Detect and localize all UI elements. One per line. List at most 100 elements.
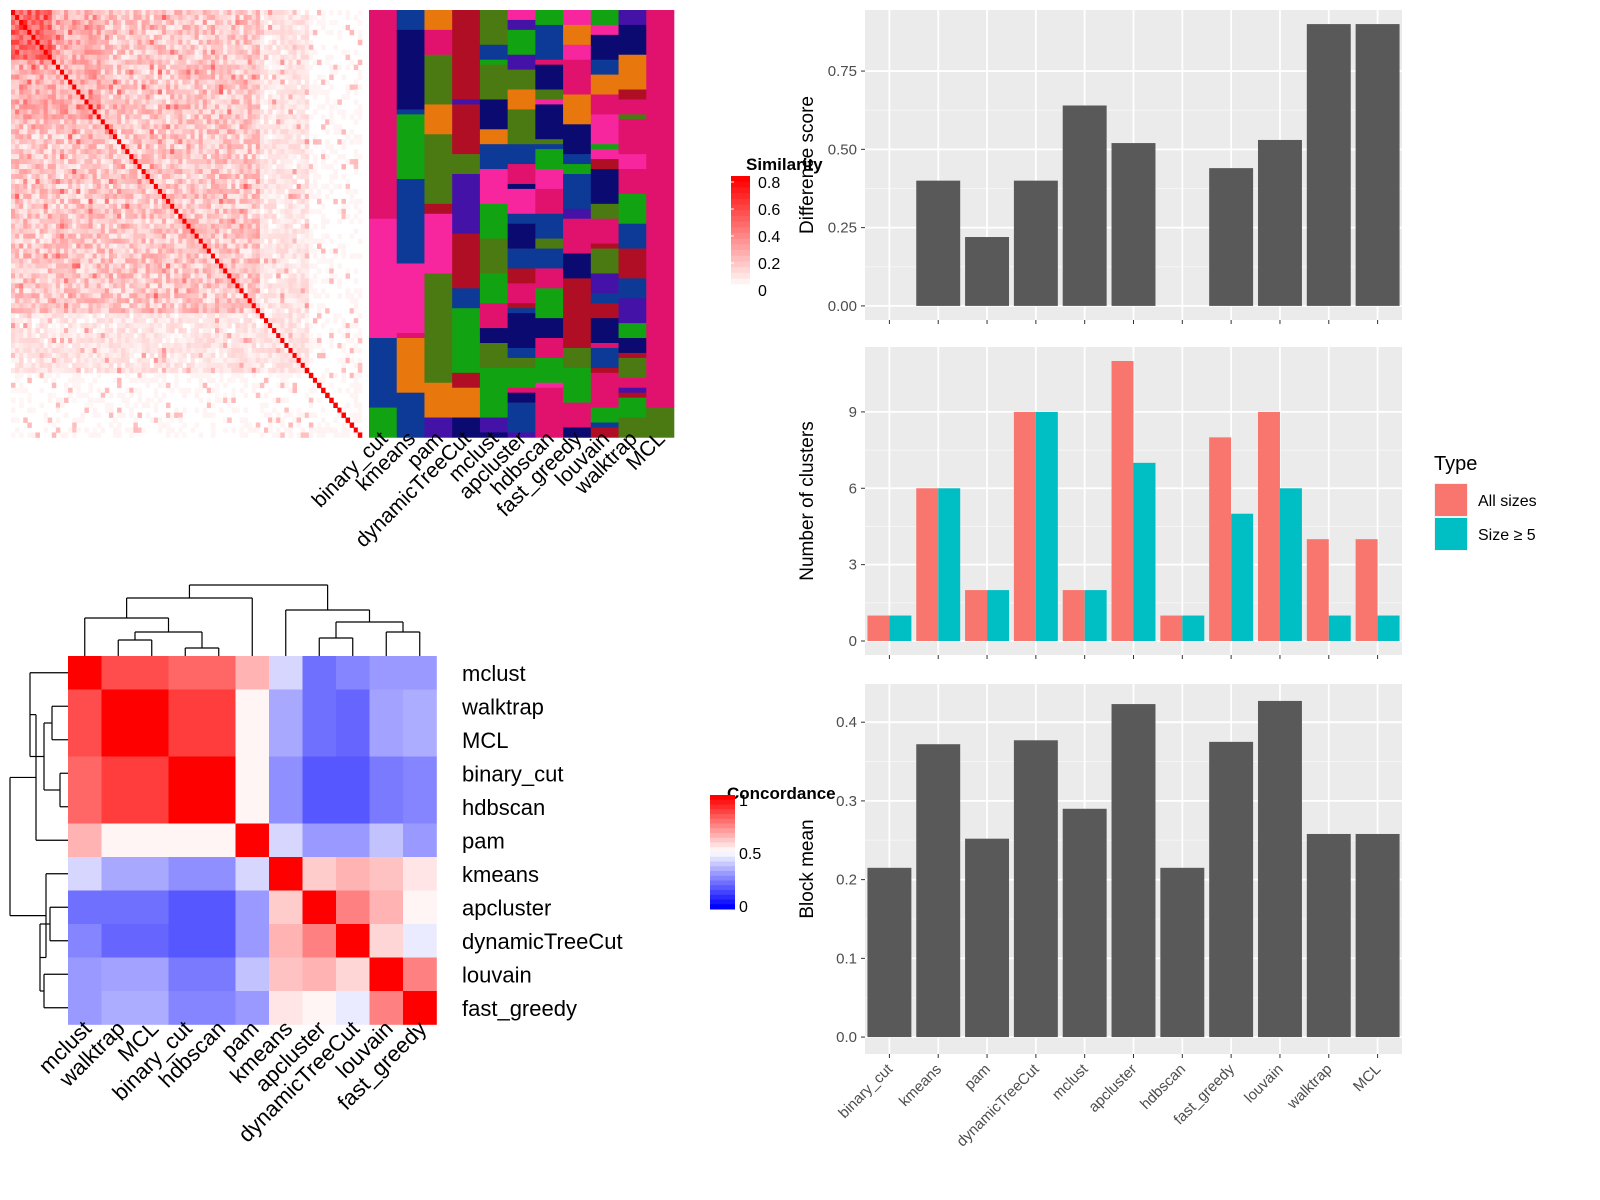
- similarity-cell: [284, 318, 289, 324]
- similarity-cell: [304, 193, 310, 200]
- similarity-cell: [300, 248, 306, 254]
- similarity-cell: [68, 268, 73, 274]
- similarity-cell: [341, 174, 346, 180]
- similarity-cell: [88, 49, 93, 56]
- similarity-cell: [292, 313, 297, 319]
- similarity-cell: [64, 218, 69, 225]
- similarity-cell: [51, 139, 57, 145]
- similarity-cell: [276, 328, 281, 334]
- similarity-cell: [125, 278, 130, 284]
- similarity-cell: [345, 84, 351, 90]
- similarity-cell: [47, 183, 53, 190]
- similarity-cell: [133, 293, 138, 299]
- similarity-cell: [157, 218, 163, 225]
- similarity-cell: [174, 159, 179, 165]
- similarity-cell: [329, 109, 334, 115]
- similarity-cell: [161, 203, 167, 210]
- similarity-cell: [300, 89, 306, 95]
- similarity-cell: [235, 253, 240, 259]
- similarity-cell: [182, 44, 187, 51]
- similarity-cell: [239, 278, 244, 284]
- similarity-cell: [210, 188, 216, 195]
- similarity-cell: [231, 218, 236, 225]
- similarity-cell: [15, 263, 20, 269]
- similarity-cell: [300, 188, 306, 195]
- similarity-cell: [31, 139, 36, 145]
- similarity-cell: [141, 193, 147, 200]
- similarity-cell: [288, 19, 293, 26]
- similarity-cell: [280, 213, 285, 220]
- similarity-cell: [31, 59, 36, 66]
- similarity-cell: [35, 94, 40, 100]
- similarity-cell: [206, 104, 212, 110]
- similarity-cell: [96, 109, 102, 115]
- similarity-cell: [231, 129, 236, 135]
- similarity-cell: [353, 318, 359, 324]
- similarity-cell: [296, 169, 302, 175]
- similarity-cell: [19, 303, 24, 309]
- similarity-cell: [11, 303, 16, 309]
- similarity-cell: [247, 253, 253, 259]
- similarity-cell: [235, 323, 240, 329]
- similarity-cell: [27, 268, 32, 274]
- similarity-cell: [43, 129, 49, 135]
- similarity-cell: [68, 149, 73, 155]
- similarity-cell: [190, 89, 195, 95]
- similarity-cell: [182, 139, 187, 145]
- similarity-cell: [276, 164, 281, 170]
- similarity-cell: [284, 159, 289, 165]
- similarity-cell: [157, 313, 163, 319]
- similarity-cell: [11, 323, 16, 329]
- similarity-cell: [100, 99, 106, 105]
- similarity-cell: [215, 218, 220, 225]
- similarity-cell: [321, 288, 326, 294]
- similarity-cell: [141, 10, 147, 16]
- similarity-cell: [100, 303, 106, 309]
- similarity-cell: [76, 218, 81, 225]
- similarity-cell: [51, 149, 57, 155]
- similarity-cell: [194, 218, 200, 225]
- similarity-cell: [272, 233, 277, 240]
- similarity-cell: [251, 253, 257, 259]
- similarity-cell: [113, 298, 118, 304]
- similarity-cell: [35, 164, 40, 170]
- similarity-cell: [194, 198, 200, 205]
- similarity-cell: [239, 203, 244, 210]
- similarity-cell: [272, 10, 277, 16]
- similarity-cell: [170, 64, 175, 71]
- similarity-cell: [288, 99, 293, 105]
- similarity-cell: [300, 308, 306, 314]
- similarity-cell: [19, 129, 24, 135]
- similarity-cell: [84, 258, 89, 264]
- similarity-cell: [39, 308, 45, 314]
- similarity-cell: [170, 54, 175, 61]
- similarity-cell: [129, 228, 134, 235]
- similarity-cell: [149, 129, 155, 135]
- similarity-cell: [59, 283, 65, 289]
- similarity-cell: [96, 69, 102, 76]
- similarity-cell: [31, 14, 36, 21]
- similarity-cell: [280, 248, 285, 254]
- similarity-cell: [51, 79, 57, 85]
- similarity-cell: [47, 238, 53, 244]
- similarity-cell: [353, 198, 359, 205]
- similarity-cell: [39, 283, 45, 289]
- similarity-cell: [243, 119, 249, 125]
- similarity-cell: [100, 293, 106, 299]
- similarity-cell: [202, 208, 208, 215]
- similarity-cell: [353, 149, 359, 155]
- similarity-cell: [239, 119, 244, 125]
- similarity-cell: [117, 318, 122, 324]
- similarity-cell: [133, 129, 138, 135]
- similarity-cell: [170, 228, 175, 235]
- similarity-cell: [39, 124, 45, 130]
- similarity-cell: [357, 74, 363, 80]
- similarity-cell: [39, 59, 45, 66]
- similarity-cell: [182, 333, 187, 339]
- similarity-cell: [170, 69, 175, 76]
- similarity-cell: [27, 14, 32, 21]
- similarity-cell: [88, 19, 93, 26]
- similarity-cell: [304, 303, 310, 309]
- similarity-cell: [215, 268, 220, 274]
- similarity-cell: [100, 263, 106, 269]
